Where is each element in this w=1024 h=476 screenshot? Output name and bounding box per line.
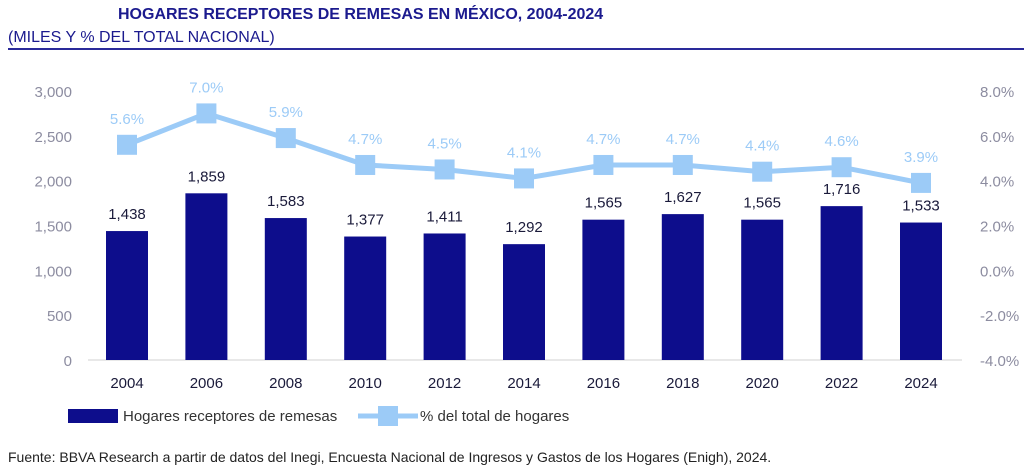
line-data-label: 4.7% bbox=[348, 131, 382, 148]
bar bbox=[900, 222, 942, 360]
bar-data-label: 1,627 bbox=[664, 189, 702, 206]
bar-data-label: 1,565 bbox=[585, 195, 623, 212]
right-tick-label: 2.0% bbox=[980, 219, 1014, 236]
line-marker bbox=[275, 128, 296, 149]
bar-data-label: 1,411 bbox=[426, 208, 462, 225]
x-tick-label: 2006 bbox=[190, 375, 223, 392]
legend-line-marker bbox=[378, 406, 398, 426]
bar bbox=[185, 193, 228, 360]
bar-data-label: 1,565 bbox=[743, 195, 781, 212]
x-tick-label: 2016 bbox=[587, 375, 620, 392]
right-tick-label: 4.0% bbox=[980, 174, 1014, 191]
x-tick-label: 2020 bbox=[746, 375, 779, 392]
line-marker bbox=[355, 154, 376, 175]
line-marker bbox=[672, 154, 693, 175]
line-data-label: 4.4% bbox=[745, 138, 779, 155]
bar-data-label: 1,292 bbox=[505, 219, 543, 236]
bar bbox=[820, 206, 863, 360]
bar-data-label: 1,377 bbox=[346, 212, 384, 229]
left-tick-label: 2,000 bbox=[34, 174, 72, 191]
bar bbox=[503, 244, 545, 360]
right-tick-label: 8.0% bbox=[980, 84, 1014, 101]
left-tick-label: 2,500 bbox=[34, 129, 72, 146]
left-tick-label: 1,000 bbox=[34, 263, 72, 280]
left-tick-label: 1,500 bbox=[34, 219, 72, 236]
x-tick-label: 2004 bbox=[110, 375, 143, 392]
line-marker bbox=[434, 159, 455, 180]
line-data-label: 3.9% bbox=[904, 149, 938, 166]
line-data-label: 7.0% bbox=[189, 79, 223, 96]
left-tick-label: 3,000 bbox=[34, 84, 72, 101]
line-marker bbox=[117, 134, 137, 155]
x-tick-label: 2022 bbox=[825, 375, 858, 392]
line-marker bbox=[593, 154, 614, 175]
line-marker bbox=[752, 161, 773, 182]
x-tick-label: 2010 bbox=[349, 375, 382, 392]
bar bbox=[661, 214, 704, 360]
bar bbox=[741, 219, 784, 360]
bar-data-label: 1,859 bbox=[188, 168, 226, 185]
legend-bar-label: Hogares receptores de remesas bbox=[123, 408, 337, 425]
bar bbox=[264, 218, 307, 360]
line-marker bbox=[831, 157, 852, 178]
bar-data-label: 1,716 bbox=[823, 181, 861, 198]
title-divider bbox=[8, 48, 1024, 50]
bar bbox=[344, 236, 387, 360]
line-data-label: 5.6% bbox=[110, 111, 144, 128]
legend-bar-swatch bbox=[68, 409, 118, 423]
line-marker bbox=[911, 172, 931, 193]
legend-line-label: % del total de hogares bbox=[420, 408, 569, 425]
line-marker bbox=[196, 103, 217, 124]
chart-subtitle: (MILES Y % DEL TOTAL NACIONAL) bbox=[8, 29, 275, 46]
bar-data-label: 1,533 bbox=[902, 198, 940, 215]
line-data-label: 4.7% bbox=[666, 131, 700, 148]
bar bbox=[423, 233, 466, 360]
line-data-label: 4.1% bbox=[507, 144, 541, 161]
right-tick-label: -2.0% bbox=[980, 308, 1019, 325]
line-data-label: 4.7% bbox=[586, 131, 620, 148]
x-tick-label: 2012 bbox=[428, 375, 461, 392]
bar-data-label: 1,438 bbox=[108, 206, 146, 223]
x-tick-label: 2008 bbox=[269, 375, 302, 392]
left-tick-label: 0 bbox=[64, 353, 72, 370]
x-tick-label: 2024 bbox=[904, 375, 937, 392]
line-data-label: 4.6% bbox=[824, 133, 858, 150]
line-marker bbox=[514, 168, 534, 189]
line-data-label: 4.5% bbox=[427, 135, 461, 152]
left-tick-label: 500 bbox=[47, 308, 72, 325]
right-tick-label: 6.0% bbox=[980, 129, 1014, 146]
x-tick-label: 2014 bbox=[507, 375, 540, 392]
x-tick-label: 2018 bbox=[666, 375, 699, 392]
bar bbox=[582, 219, 625, 360]
chart-title: HOGARES RECEPTORES DE REMESAS EN MÉXICO,… bbox=[118, 6, 604, 23]
bar bbox=[106, 231, 148, 360]
line-data-label: 5.9% bbox=[269, 104, 303, 121]
right-tick-label: -4.0% bbox=[980, 353, 1019, 370]
source-note: Fuente: BBVA Research a partir de datos … bbox=[8, 449, 772, 465]
bar-data-label: 1,583 bbox=[267, 193, 305, 210]
right-tick-label: 0.0% bbox=[980, 263, 1014, 280]
